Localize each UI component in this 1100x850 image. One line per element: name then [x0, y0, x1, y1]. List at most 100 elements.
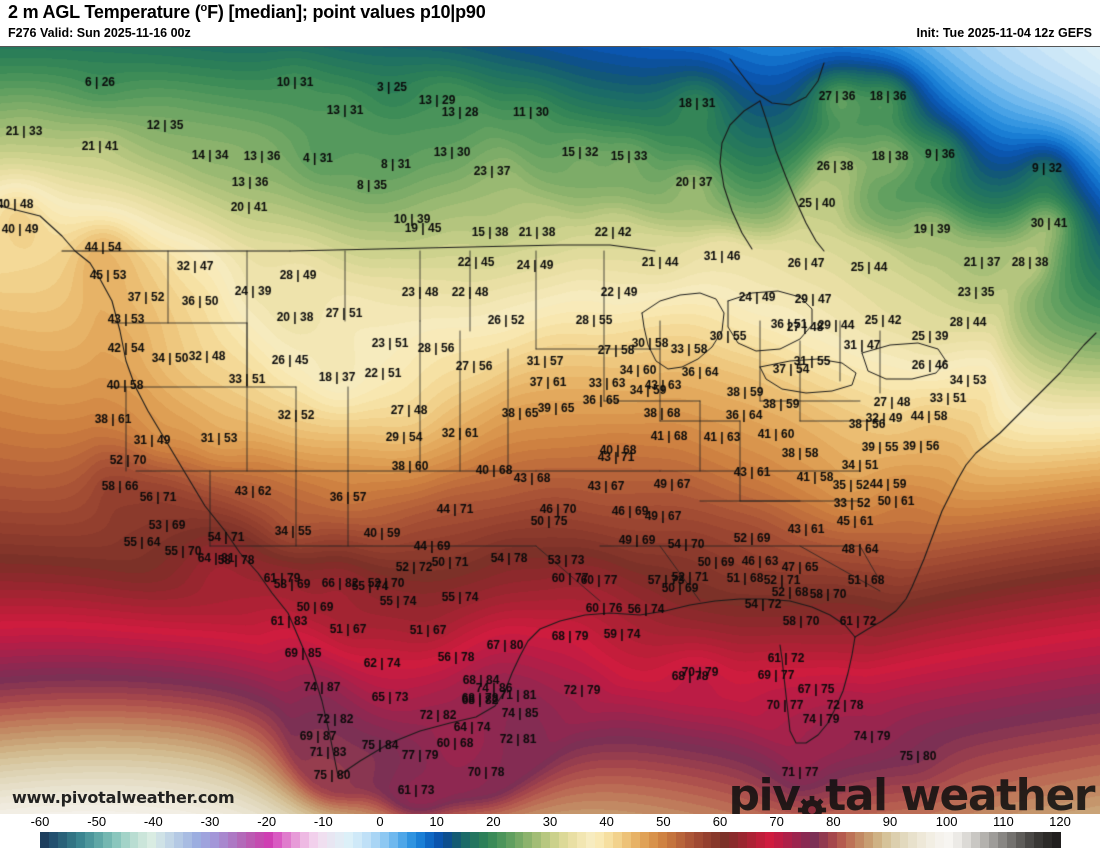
colorbar-gradient-strip[interactable]	[40, 832, 1061, 848]
watermark-url: www.pivotalweather.com	[12, 788, 235, 807]
colorbar-swatch	[174, 832, 184, 848]
colorbar-swatch	[75, 832, 85, 848]
colorbar-swatch	[747, 832, 757, 848]
colorbar-swatch	[702, 832, 712, 848]
colorbar-swatch	[317, 832, 327, 848]
colorbar-tick: -30	[200, 814, 220, 829]
colorbar-swatch	[263, 832, 273, 848]
colorbar-swatch	[693, 832, 703, 848]
colorbar-swatch	[344, 832, 354, 848]
colorbar-swatch	[424, 832, 434, 848]
colorbar-swatch	[675, 832, 685, 848]
colorbar-swatch	[621, 832, 631, 848]
map-header: 2 m AGL Temperature (oF) [median]; point…	[0, 0, 1100, 48]
colorbar-swatch	[738, 832, 748, 848]
colorbar-swatch	[469, 832, 479, 848]
colorbar-swatch	[129, 832, 139, 848]
colorbar-swatch	[290, 832, 300, 848]
colorbar-swatch	[720, 832, 730, 848]
colorbar-swatch	[1024, 832, 1034, 848]
colorbar-swatch	[416, 832, 425, 848]
colorbar-swatch	[308, 832, 318, 848]
colorbar-tick: 20	[486, 814, 501, 829]
colorbar-swatch	[908, 832, 918, 848]
colorbar-tick: -10	[313, 814, 333, 829]
colorbar-swatch	[550, 832, 560, 848]
colorbar-swatch	[326, 832, 336, 848]
colorbar-swatch	[639, 832, 649, 848]
map-viewport[interactable]: www.pivotalweather.com piv tal weather	[0, 46, 1100, 815]
colorbar-swatch	[532, 832, 542, 848]
colorbar-swatch	[254, 832, 264, 848]
colorbar-swatch	[156, 832, 166, 848]
colorbar-tick: 0	[376, 814, 384, 829]
colorbar-tick: 30	[542, 814, 558, 829]
colorbar-swatch	[630, 832, 640, 848]
colorbar-swatch	[756, 832, 766, 848]
colorbar-swatch	[980, 832, 990, 848]
colorbar-swatch	[1006, 832, 1016, 848]
colorbar-swatch	[774, 832, 784, 848]
colorbar-swatch	[926, 832, 936, 848]
colorbar-tick: -50	[87, 814, 107, 829]
colorbar-swatch	[989, 832, 998, 848]
colorbar-swatch	[407, 832, 417, 848]
title-text-rest: F) [median]; point values p10|p90	[207, 2, 486, 22]
colorbar-swatch	[57, 832, 67, 848]
colorbar-swatch	[380, 832, 390, 848]
colorbar-swatch	[272, 832, 282, 848]
colorbar-swatch	[111, 832, 121, 848]
colorbar-swatch	[809, 832, 819, 848]
degree-symbol: o	[200, 2, 208, 14]
colorbar-swatch	[192, 832, 202, 848]
colorbar-swatch	[353, 832, 363, 848]
colorbar-swatch	[281, 832, 291, 848]
title-text-main: 2 m AGL Temperature (	[8, 2, 201, 22]
colorbar-swatch	[1033, 832, 1043, 848]
colorbar-swatch	[478, 832, 488, 848]
colorbar-swatch	[102, 832, 112, 848]
colorbar-swatch	[48, 832, 58, 848]
colorbar-swatch	[890, 832, 900, 848]
colorbar-swatch	[398, 832, 408, 848]
colorbar-swatch	[371, 832, 381, 848]
colorbar-swatch	[801, 832, 810, 848]
colorbar-swatch	[783, 832, 793, 848]
colorbar-tick: -60	[30, 814, 50, 829]
colorbar-tick: -40	[143, 814, 163, 829]
colorbar-swatch	[944, 832, 954, 848]
colorbar-swatch	[389, 832, 399, 848]
valid-time-label: F276 Valid: Sun 2025-11-16 00z	[8, 26, 191, 40]
colorbar-tick: -20	[257, 814, 277, 829]
brand-text-b: tal weather	[825, 770, 1095, 815]
colorbar-swatch	[165, 832, 175, 848]
colorbar-swatch	[997, 832, 1007, 848]
colorbar-tick: 10	[429, 814, 444, 829]
colorbar-swatch	[971, 832, 981, 848]
colorbar-swatch	[219, 832, 229, 848]
colorbar-swatch	[666, 832, 676, 848]
colorbar-tick: 110	[992, 814, 1014, 829]
colorbar-swatch	[487, 832, 497, 848]
colorbar-swatch	[84, 832, 94, 848]
colorbar-swatch	[845, 832, 855, 848]
temperature-contour-canvas[interactable]	[0, 47, 1100, 815]
colorbar[interactable]: -60 -50 -40 -30 -20 -10 0 10 20 30 40 50 60 70 80 90 100…	[0, 814, 1100, 850]
colorbar-swatch	[299, 832, 309, 848]
colorbar-swatch	[1042, 832, 1052, 848]
colorbar-swatch	[648, 832, 658, 848]
colorbar-tick: 40	[599, 814, 614, 829]
colorbar-swatch	[442, 832, 452, 848]
colorbar-swatch	[460, 832, 470, 848]
colorbar-swatch	[1051, 832, 1061, 848]
colorbar-swatch	[559, 832, 569, 848]
colorbar-swatch	[818, 832, 828, 848]
colorbar-tick-labels: -60 -50 -40 -30 -20 -10 0 10 20 30 40 50 60 70 80 90 100…	[0, 814, 1100, 832]
colorbar-swatch	[604, 832, 613, 848]
colorbar-swatch	[496, 832, 506, 848]
colorbar-swatch	[1015, 832, 1025, 848]
colorbar-swatch	[362, 832, 372, 848]
colorbar-swatch	[541, 832, 551, 848]
colorbar-swatch	[854, 832, 864, 848]
